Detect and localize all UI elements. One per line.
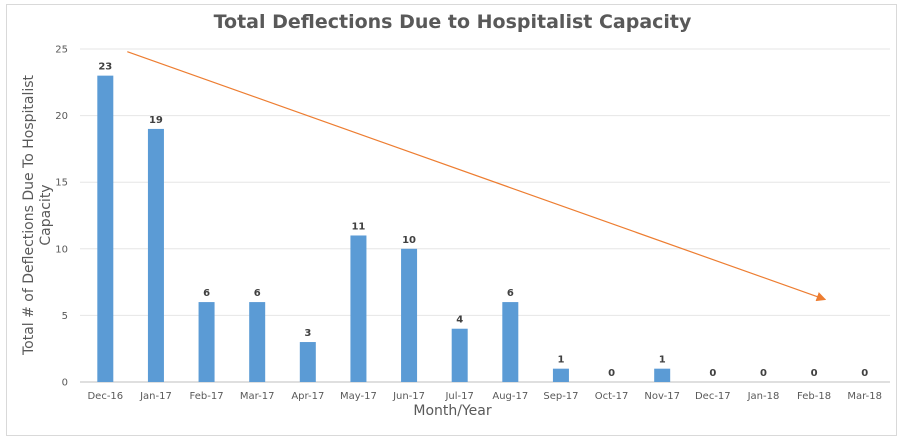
y-tick-label: 10 — [55, 244, 68, 255]
x-tick-label: Oct-17 — [595, 391, 629, 402]
bar — [451, 328, 468, 382]
bar — [249, 302, 266, 382]
data-label: 19 — [149, 115, 163, 126]
bar — [147, 128, 164, 382]
data-label: 0 — [811, 368, 818, 379]
bar — [502, 302, 519, 382]
x-tick-label: Sep-17 — [543, 391, 578, 402]
bar — [350, 235, 367, 382]
data-label: 23 — [98, 62, 112, 73]
x-tick-label: Mar-18 — [847, 391, 882, 402]
data-label: 0 — [861, 368, 868, 379]
data-label: 0 — [760, 368, 767, 379]
x-tick-label: Feb-17 — [190, 391, 224, 402]
data-label: 6 — [203, 288, 210, 299]
bar — [654, 368, 671, 382]
trend-arrow — [127, 51, 827, 302]
x-tick-label: Jan-17 — [139, 391, 172, 402]
data-label: 1 — [557, 355, 564, 366]
data-label: 3 — [304, 328, 311, 339]
bar — [299, 342, 316, 382]
y-tick-label: 15 — [55, 178, 68, 189]
y-tick-label: 5 — [62, 311, 68, 322]
data-label: 11 — [351, 221, 365, 232]
data-label: 10 — [402, 235, 416, 246]
chart-title: Total Deflections Due to Hospitalist Cap… — [213, 11, 692, 33]
x-tick-label: Mar-17 — [240, 391, 275, 402]
x-tick-label: Aug-17 — [492, 391, 528, 402]
bar — [401, 248, 418, 382]
y-tick-label: 20 — [55, 111, 68, 122]
bar — [97, 75, 114, 382]
x-tick-label: Jun-17 — [392, 391, 425, 402]
data-label: 0 — [709, 368, 716, 379]
bar — [552, 368, 569, 382]
data-label: 1 — [659, 355, 666, 366]
x-tick-label: Apr-17 — [291, 391, 324, 402]
bar — [198, 302, 215, 382]
x-tick-label: Nov-17 — [644, 391, 680, 402]
data-label: 4 — [456, 315, 463, 326]
data-label: 0 — [608, 368, 615, 379]
x-tick-label: Jan-18 — [747, 391, 780, 402]
x-axis-label: Month/Year — [413, 403, 492, 419]
x-tick-label: Jul-17 — [444, 391, 473, 402]
y-tick-label: 25 — [55, 45, 68, 56]
data-label: 6 — [254, 288, 261, 299]
x-tick-label: May-17 — [340, 391, 377, 402]
x-tick-label: Feb-18 — [797, 391, 831, 402]
data-label: 6 — [507, 288, 514, 299]
x-tick-label: Dec-16 — [87, 391, 123, 402]
y-tick-label: 0 — [62, 378, 68, 389]
x-tick-label: Dec-17 — [695, 391, 731, 402]
